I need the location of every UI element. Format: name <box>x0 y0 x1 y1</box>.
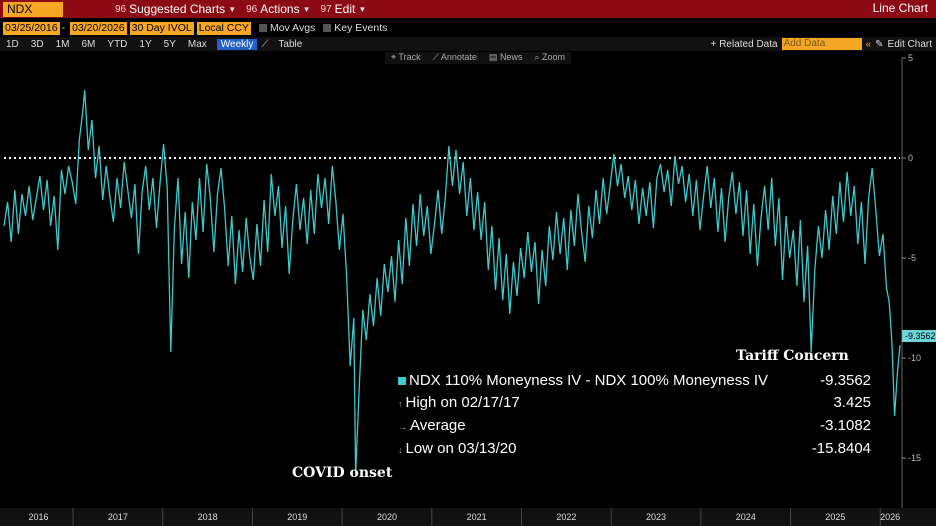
controls-bar: 03/25/2016 - 03/20/2026 30 Day IVOL Loca… <box>0 20 936 36</box>
chevron-down-icon: ▼ <box>302 4 311 14</box>
y-tick-label: -15 <box>908 453 921 463</box>
menu-number: 96 <box>115 3 127 15</box>
y-tick-label: -5 <box>908 253 916 263</box>
range-bar: 1D 3D 1M 6M YTD 1Y 5Y Max Weekly ⟋ Table… <box>0 37 936 51</box>
menu-number: 96 <box>246 3 258 15</box>
x-tick-label: 2024 <box>736 512 756 522</box>
legend-low-row: ↓ Low on 03/13/20 -15.8404 <box>392 438 879 461</box>
legend-average-label: Average <box>410 417 466 434</box>
menu-label: Edit <box>334 2 356 16</box>
x-tick-label: 2026 <box>880 512 900 522</box>
edit-icon: ✎ <box>875 38 884 50</box>
zoom-button[interactable]: ⌕ Zoom <box>534 52 566 62</box>
double-chevron-left-icon[interactable]: « <box>865 38 872 50</box>
mov-avgs-label: Mov Avgs <box>269 22 316 34</box>
x-tick-label: 2016 <box>29 512 49 522</box>
x-axis-band <box>0 508 936 526</box>
legend-high-value: 3.425 <box>833 394 871 411</box>
annotate-label: Annotate <box>440 52 477 62</box>
y-tick-label: 0 <box>908 153 913 163</box>
legend-average-value: -3.1082 <box>820 417 871 434</box>
key-events-label: Key Events <box>334 22 388 34</box>
actions-menu[interactable]: 96 Actions ▼ <box>246 2 310 16</box>
add-data-input[interactable]: Add Data <box>781 38 862 50</box>
series-line <box>3 89 901 475</box>
ticker-field[interactable]: NDX Index <box>3 1 63 31</box>
mov-avgs-checkbox[interactable] <box>258 24 267 32</box>
x-tick-label: 2018 <box>198 512 218 522</box>
range-1m-button[interactable]: 1M <box>55 38 70 50</box>
chevron-down-icon: ▼ <box>228 4 237 14</box>
down-arrow-icon: ↓ <box>398 445 403 455</box>
x-tick-label: 2019 <box>287 512 307 522</box>
start-date-field[interactable]: 03/25/2016 <box>3 21 60 35</box>
chevron-down-icon: ▼ <box>358 4 367 14</box>
currency-selector[interactable]: Local CCY <box>196 21 251 35</box>
x-tick-label: 2017 <box>108 512 128 522</box>
legend-low-value: -15.8404 <box>811 440 871 457</box>
track-button[interactable]: ⌖ Track <box>391 52 421 62</box>
legend-low-label: Low on 03/13/20 <box>405 440 517 457</box>
suggested-charts-menu[interactable]: 96 Suggested Charts ▼ <box>115 2 236 16</box>
y-tick-label: 5 <box>908 53 913 63</box>
legend-series-label: NDX 110% Moneyness IV - NDX 100% Moneyne… <box>409 372 769 389</box>
covid-annotation: COVID onset <box>292 465 393 481</box>
x-tick-label: 2021 <box>467 512 487 522</box>
x-tick-label: 2022 <box>556 512 576 522</box>
x-tick-label: 2020 <box>377 512 397 522</box>
title-bar: NDX Index 96 Suggested Charts ▼ 96 Actio… <box>0 0 936 31</box>
date-separator: - <box>61 22 66 34</box>
edit-chart-button[interactable]: Edit Chart <box>887 38 932 50</box>
table-button[interactable]: Table <box>278 38 303 50</box>
y-tick-label: -10 <box>908 353 921 363</box>
range-3d-button[interactable]: 3D <box>30 38 44 50</box>
legend-series-row: NDX 110% Moneyness IV - NDX 100% Moneyne… <box>392 370 879 392</box>
legend-box: NDX 110% Moneyness IV - NDX 100% Moneyne… <box>392 370 879 462</box>
end-date-field[interactable]: 03/20/2026 <box>70 21 127 35</box>
range-5y-button[interactable]: 5Y <box>163 38 176 50</box>
up-arrow-icon: ↑ <box>398 399 403 409</box>
chart-type-label: Line Chart <box>872 1 928 15</box>
field-selector[interactable]: 30 Day IVOL <box>129 21 194 35</box>
legend-high-row: ↑ High on 02/17/17 3.425 <box>392 392 879 415</box>
legend-average-row: → Average -3.1082 <box>392 415 879 438</box>
news-label: News <box>499 52 523 62</box>
range-bar-right: + Related Data Add Data « ✎ Edit Chart <box>711 37 932 51</box>
zoom-label: Zoom <box>542 52 566 62</box>
range-6m-button[interactable]: 6M <box>81 38 96 50</box>
menu-label: Actions <box>260 2 300 16</box>
legend-series-value: -9.3562 <box>820 372 871 389</box>
range-1d-button[interactable]: 1D <box>6 38 19 50</box>
x-tick-label: 2023 <box>646 512 666 522</box>
news-button[interactable]: ▤ News <box>488 52 523 62</box>
title-menu: 96 Suggested Charts ▼ 96 Actions ▼ 97 Ed… <box>115 2 366 16</box>
chart-toolbar: ⌖ Track ⟋ Annotate ▤ News ⌕ Zoom <box>385 52 572 64</box>
legend-high-label: High on 02/17/17 <box>405 394 520 411</box>
tariff-annotation: Tariff Concern <box>736 348 849 364</box>
last-value-badge: -9.3562 <box>902 330 936 342</box>
arrow-right-icon: → <box>398 422 407 432</box>
menu-number: 97 <box>320 3 332 15</box>
edit-menu[interactable]: 97 Edit ▼ <box>321 2 367 16</box>
key-events-checkbox[interactable] <box>323 24 332 32</box>
menu-label: Suggested Charts <box>129 2 226 16</box>
annotate-button[interactable]: ⟋ Annotate <box>432 52 477 62</box>
related-data-button[interactable]: + Related Data <box>710 38 778 50</box>
range-1y-button[interactable]: 1Y <box>139 38 152 50</box>
track-label: Track <box>398 52 421 62</box>
x-axis: 2016 2017 2018 2019 2020 2021 2022 2023 2024 2025… <box>0 508 936 526</box>
y-axis: 5 0 -5 -10 -15 <box>901 53 921 508</box>
frequency-selector[interactable]: Weekly <box>216 38 258 50</box>
x-tick-label: 2025 <box>825 512 845 522</box>
range-ytd-button[interactable]: YTD <box>107 38 128 50</box>
series-color-swatch <box>398 377 406 386</box>
range-max-button[interactable]: Max <box>187 38 207 50</box>
line-chart-icon[interactable]: ⟋ <box>261 38 269 50</box>
